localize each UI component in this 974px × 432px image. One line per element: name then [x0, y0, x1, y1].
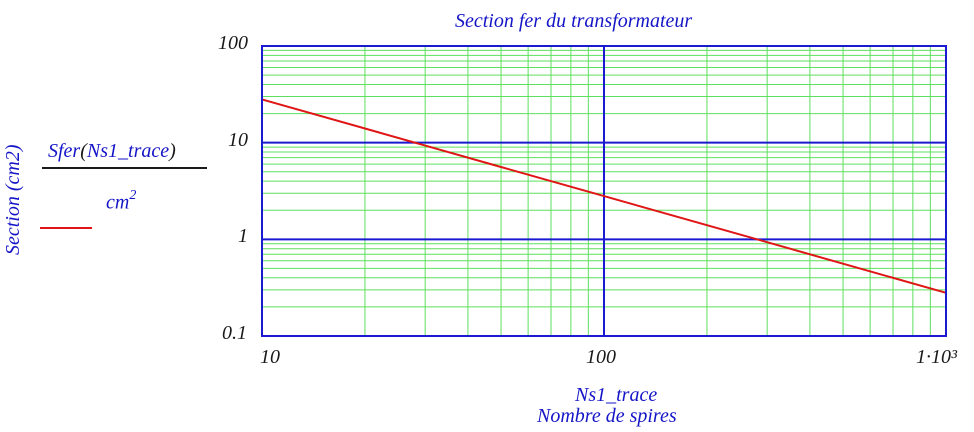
x-tick-label: 100: [586, 346, 616, 368]
series-group: [261, 98, 947, 294]
y-tick-label: 0.1: [222, 322, 247, 344]
legend-expression: Sfer(Ns1_trace): [48, 140, 176, 163]
plot-frame: [261, 45, 947, 337]
y-axis-label: Section (cm2): [2, 144, 24, 255]
x-variable-name: Ns1_trace: [575, 384, 658, 406]
legend-fraction-bar: [42, 167, 207, 169]
chart-title: Section fer du transformateur: [455, 10, 693, 32]
legend-line-swatch: [40, 227, 92, 229]
legend-unit: cm2: [106, 188, 137, 215]
legend-arg: Ns1_trace: [86, 140, 170, 162]
x-tick-label: 1·10³: [916, 346, 957, 368]
legend-func: Sfer: [48, 140, 81, 162]
legend-paren-open: (: [80, 140, 87, 162]
legend-unit-base: cm: [106, 191, 130, 214]
y-tick-label: 1: [238, 225, 248, 248]
legend-paren-close: ): [169, 140, 176, 162]
x-tick-label: 10: [260, 346, 280, 368]
legend-unit-exponent: 2: [129, 188, 137, 203]
y-tick-label: 10: [228, 128, 248, 151]
series-line: [261, 98, 947, 294]
x-axis-label: Nombre de spires: [537, 405, 677, 427]
y-tick-label: 100: [218, 32, 248, 54]
